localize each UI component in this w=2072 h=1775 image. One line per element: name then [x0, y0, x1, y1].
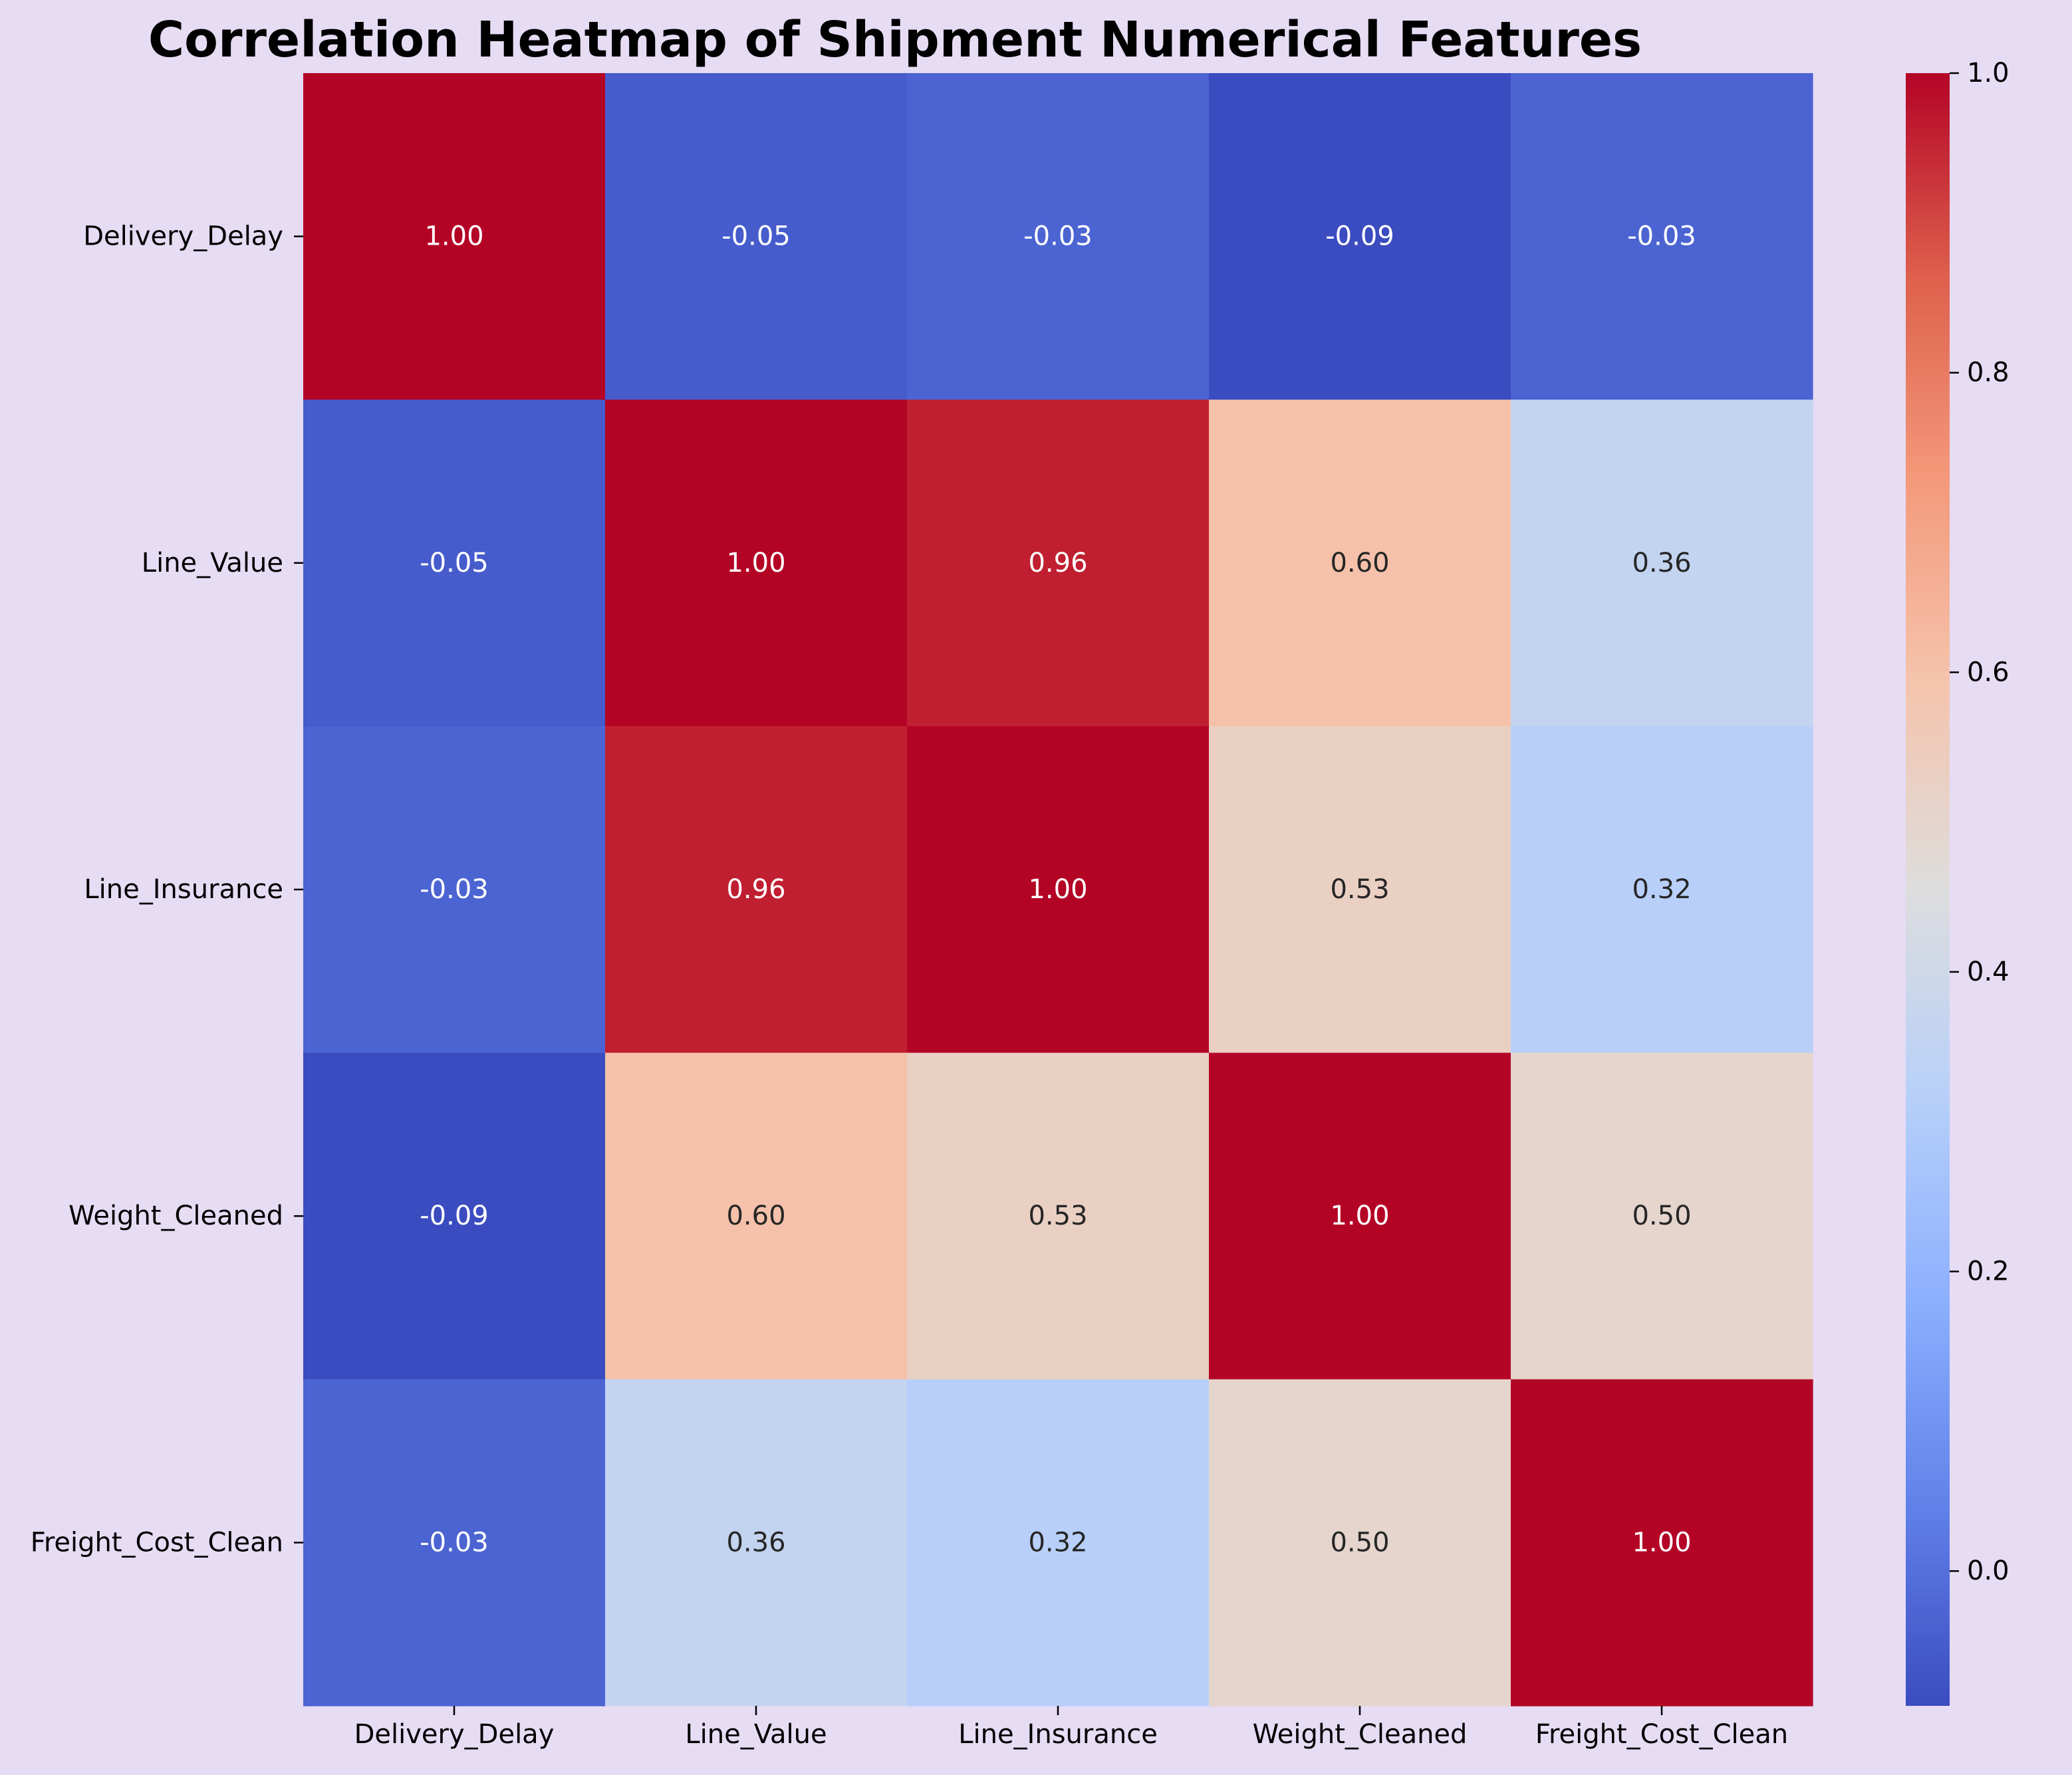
heatmap-cell [605, 73, 908, 400]
x-tick-label-line-insurance: Line_Insurance [958, 1719, 1158, 1750]
cell-value-label: -0.03 [420, 874, 489, 905]
heatmap-cell [907, 1052, 1210, 1380]
heatmap-cell [907, 400, 1210, 727]
cell-value-label: 1.00 [1028, 874, 1087, 905]
colorbar-tick-label: 0.8 [1967, 358, 2009, 388]
chart-title: Correlation Heatmap of Shipment Numerica… [148, 11, 1642, 68]
heatmap-cell [605, 1379, 908, 1707]
cell-value-label: 0.60 [726, 1201, 785, 1231]
heatmap-cell-labels: 1.00 -0.05 -0.03 -0.09 -0.03 -0.05 1.00 0.96 0.6… [420, 221, 1696, 1558]
cell-value-label: -0.05 [420, 548, 489, 578]
y-tick-label-delivery-delay: Delivery_Delay [83, 221, 283, 252]
colorbar-tick-label: 0.4 [1967, 957, 2009, 987]
heatmap-cell [1209, 73, 1511, 400]
heatmap-cell [1511, 73, 1813, 400]
cell-value-label: -0.03 [1627, 221, 1696, 252]
cell-value-label: 0.36 [1632, 548, 1691, 578]
cell-value-label: -0.09 [420, 1201, 489, 1231]
heatmap-cell [907, 73, 1210, 400]
cell-value-label: 0.53 [1028, 1201, 1087, 1231]
x-axis-ticks: Delivery_Delay Line_Value Line_Insurance We… [354, 1706, 1788, 1750]
heatmap-cell [907, 726, 1210, 1054]
x-tick-label-delivery-delay: Delivery_Delay [354, 1719, 555, 1750]
cell-value-label: 0.50 [1632, 1201, 1691, 1231]
cell-value-label: 0.60 [1330, 548, 1389, 578]
cell-value-label: -0.03 [1023, 221, 1093, 252]
heatmap-cell [605, 1052, 908, 1380]
y-tick-label-freight-cost-clean: Freight_Cost_Clean [31, 1527, 283, 1558]
heatmap-cell [1209, 400, 1511, 727]
y-tick-label-line-insurance: Line_Insurance [84, 874, 283, 905]
colorbar-gradient [1906, 73, 1950, 1706]
heatmap-cell [605, 400, 908, 727]
cell-value-label: 1.00 [1632, 1527, 1691, 1558]
cell-value-label: -0.05 [721, 221, 791, 252]
colorbar-tick-label: 0.0 [1967, 1556, 2009, 1586]
y-axis-ticks: Delivery_Delay Line_Value Line_Insurance We… [31, 221, 303, 1558]
heatmap-cell [1209, 1052, 1511, 1380]
y-tick-label-line-value: Line_Value [142, 548, 283, 578]
heatmap-cell [303, 73, 606, 400]
cell-value-label: 0.50 [1330, 1527, 1389, 1558]
cell-value-label: 0.96 [726, 874, 785, 905]
heatmap-cell [1511, 1379, 1813, 1707]
cell-value-label: -0.09 [1325, 221, 1394, 252]
cell-value-label: 0.32 [1028, 1527, 1087, 1558]
heatmap-cell [605, 726, 908, 1054]
x-tick-label-freight-cost-clean: Freight_Cost_Clean [1535, 1719, 1788, 1750]
cell-value-label: 1.00 [1330, 1201, 1389, 1231]
heatmap-cells [303, 73, 1813, 1707]
heatmap-cell [303, 726, 606, 1054]
colorbar-tick-label: 0.2 [1967, 1256, 2009, 1287]
cell-value-label: 0.53 [1330, 874, 1389, 905]
colorbar: 0.0 0.2 0.4 0.6 0.8 1.0 [1906, 58, 2009, 1706]
heatmap-cell [303, 400, 606, 727]
cell-value-label: 0.32 [1632, 874, 1691, 905]
colorbar-tick-label: 1.0 [1967, 58, 2009, 88]
cell-value-label: 1.00 [424, 221, 483, 252]
heatmap-cell [1511, 1052, 1813, 1380]
heatmap-cell [303, 1379, 606, 1707]
heatmap-cell [1511, 726, 1813, 1054]
x-tick-label-line-value: Line_Value [685, 1719, 827, 1750]
colorbar-tick-label: 0.6 [1967, 657, 2009, 687]
cell-value-label: 0.36 [726, 1527, 785, 1558]
cell-value-label: 0.96 [1028, 548, 1087, 578]
heatmap-cell [1209, 1379, 1511, 1707]
cell-value-label: 1.00 [726, 548, 785, 578]
heatmap-cell [1511, 400, 1813, 727]
heatmap-cell [303, 1052, 606, 1380]
heatmap-cell [907, 1379, 1210, 1707]
x-tick-label-weight-cleaned: Weight_Cleaned [1253, 1719, 1468, 1750]
y-tick-label-weight-cleaned: Weight_Cleaned [68, 1201, 283, 1231]
heatmap-cell [1209, 726, 1511, 1054]
cell-value-label: -0.03 [420, 1527, 489, 1558]
